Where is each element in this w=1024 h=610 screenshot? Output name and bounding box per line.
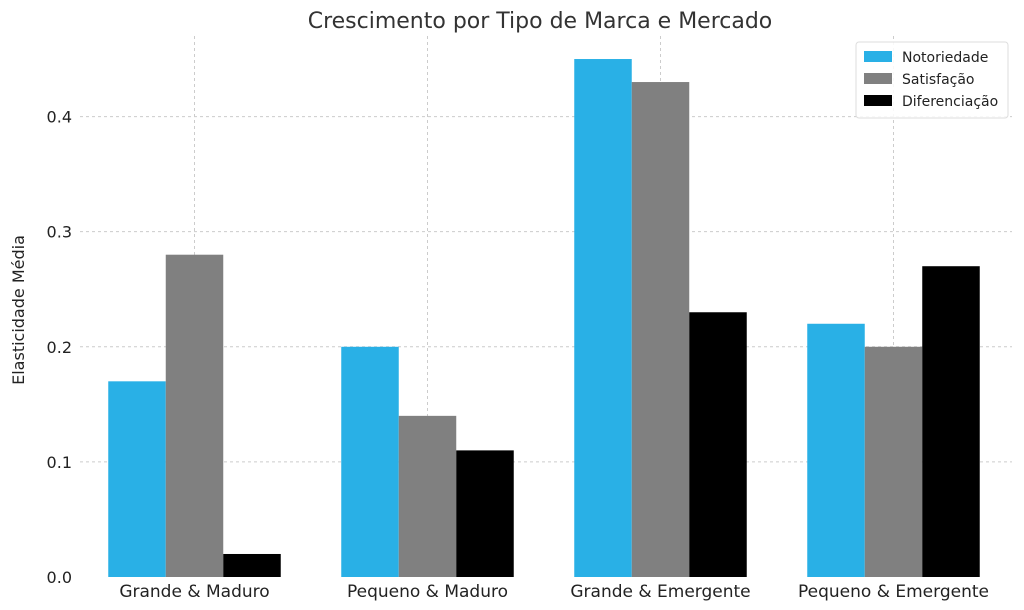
bar-notoriedade-2 — [574, 59, 632, 577]
legend-label: Diferenciação — [902, 94, 998, 110]
bar-satisfa-o-2 — [631, 82, 690, 578]
y-tick-label: 0.1 — [47, 453, 72, 472]
x-tick-label: Pequeno & Maduro — [347, 582, 508, 602]
bar-notoriedade-0 — [108, 381, 166, 577]
bar-satisfa-o-3 — [864, 346, 923, 577]
bar-satisfa-o-1 — [398, 415, 457, 577]
y-tick-label: 0.4 — [47, 108, 72, 127]
y-tick-label: 0.2 — [47, 338, 72, 357]
legend-label: Notoriedade — [902, 50, 988, 66]
x-tick-label: Grande & Maduro — [119, 582, 269, 602]
y-axis-title: Elasticidade Média — [9, 235, 28, 385]
legend-swatch — [864, 51, 892, 62]
legend-label: Satisfação — [902, 72, 975, 88]
y-tick-label: 0.3 — [47, 223, 72, 242]
y-axis-ticks: 0.0 0.1 0.2 0.3 0.4 — [47, 108, 72, 587]
bar-diferencia-o-3 — [922, 266, 980, 577]
bar-notoriedade-3 — [807, 323, 865, 577]
bar-diferencia-o-1 — [456, 450, 514, 577]
bar-satisfa-o-0 — [165, 254, 224, 577]
bars — [108, 59, 980, 578]
legend-swatch — [864, 95, 892, 106]
x-tick-label: Grande & Emergente — [570, 582, 750, 602]
bar-notoriedade-1 — [341, 346, 399, 577]
legend: Notoriedade Satisfação Diferenciação — [855, 41, 1009, 119]
legend-box — [855, 41, 1009, 119]
x-tick-label: Pequeno & Emergente — [798, 582, 989, 602]
bar-diferencia-o-2 — [689, 312, 747, 577]
chart-title: Crescimento por Tipo de Marca e Mercado — [308, 9, 773, 34]
y-tick-label: 0.0 — [47, 568, 72, 587]
legend-swatch — [864, 73, 892, 84]
bar-diferencia-o-0 — [223, 553, 281, 577]
x-axis-ticks: Grande & Maduro Pequeno & Maduro Grande & … — [119, 582, 989, 602]
